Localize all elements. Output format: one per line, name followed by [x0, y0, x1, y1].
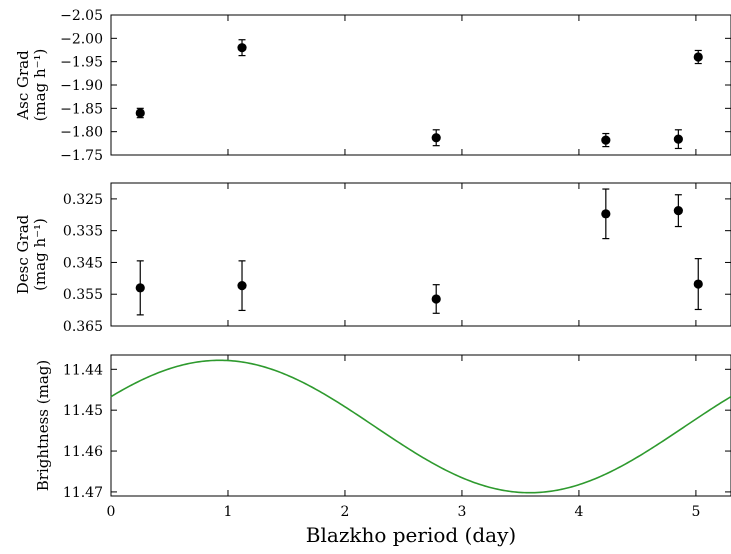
x-tick-label: 5 [691, 504, 700, 520]
data-point [601, 209, 611, 219]
y-tick-label: −1.90 [60, 78, 103, 94]
y-axis-title-line: Desc Grad [14, 214, 32, 294]
y-tick-label: 11.45 [63, 403, 103, 419]
y-axis-title-line: Brightness (mag) [34, 360, 52, 491]
y-tick-label: 0.355 [63, 287, 103, 303]
panel-3: 11.44 11.45 11.46 11.470 1 2 3 4 5 Brightness (ma… [34, 354, 731, 547]
y-tick-label: 11.47 [63, 485, 103, 501]
plot-frame [110, 182, 731, 327]
y-tick-label: −2.00 [60, 31, 103, 47]
brightness-curve [110, 359, 731, 494]
y-axis-title-line: (mag h⁻¹) [31, 218, 49, 291]
x-tick-label: 1 [224, 504, 233, 520]
data-point [237, 43, 247, 53]
panel-2: 0.325 0.335 0.345 0.355 0.365 Desc Grad(mag h… [14, 182, 731, 335]
y-tick-label: 11.44 [63, 362, 103, 378]
y-axis-title-line: (mag h⁻¹) [31, 49, 49, 122]
data-point [693, 279, 703, 289]
x-tick-label: 2 [341, 504, 350, 520]
y-tick-label: −2.05 [60, 8, 103, 24]
y-tick-label: 11.46 [63, 444, 103, 460]
data-point [431, 294, 441, 304]
y-tick-label: −1.80 [60, 125, 103, 141]
y-tick-label: 0.365 [63, 319, 103, 335]
y-tick-label: −1.85 [60, 101, 103, 117]
data-point [673, 134, 683, 144]
y-axis-title-line: Asc Grad [14, 50, 32, 121]
plot-frame [110, 14, 731, 156]
data-point [673, 206, 683, 216]
y-axis-title: Asc Grad(mag h⁻¹) [14, 49, 49, 122]
y-axis-title: Brightness (mag) [34, 360, 52, 491]
y-tick-label: 0.335 [63, 224, 103, 240]
y-tick-label: −1.75 [60, 148, 103, 164]
x-tick-label: 3 [457, 504, 466, 520]
data-point [601, 135, 611, 145]
x-axis-title: Blazkho period (day) [306, 523, 516, 547]
data-point [135, 108, 145, 118]
data-point [693, 52, 703, 62]
data-point [237, 281, 247, 291]
plot-frame [110, 354, 731, 497]
panel-1: −2.05 −2.00 −1.95 −1.90 −1.85 −1.80 −1.75 Asc G… [14, 8, 731, 164]
y-tick-label: 0.345 [63, 255, 103, 271]
data-point [135, 283, 145, 293]
x-tick-label: 0 [107, 504, 116, 520]
y-tick-label: −1.95 [60, 55, 103, 71]
y-axis-title: Desc Grad(mag h⁻¹) [14, 214, 49, 294]
data-point [431, 133, 441, 143]
y-tick-label: 0.325 [63, 192, 103, 208]
x-tick-label: 4 [574, 504, 583, 520]
